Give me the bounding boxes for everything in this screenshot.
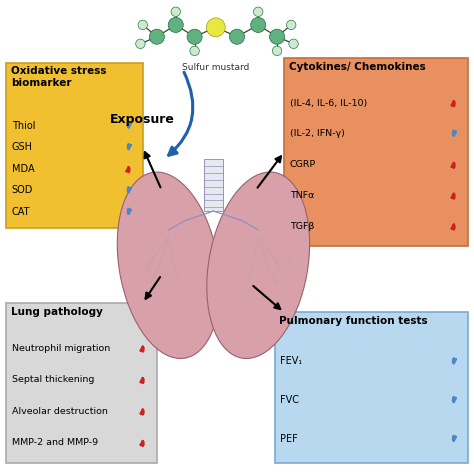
Circle shape [171, 7, 181, 17]
Text: Septal thickening: Septal thickening [12, 375, 94, 384]
Circle shape [254, 7, 263, 17]
Circle shape [136, 39, 145, 48]
Text: Cytokines/ Chemokines: Cytokines/ Chemokines [289, 62, 426, 72]
Text: Alveolar destruction: Alveolar destruction [12, 407, 108, 416]
FancyBboxPatch shape [284, 58, 468, 246]
Circle shape [270, 29, 284, 44]
Text: Pulmonary function tests: Pulmonary function tests [279, 316, 428, 326]
Text: CAT: CAT [12, 207, 30, 217]
Text: Oxidative stress
biomarker: Oxidative stress biomarker [11, 66, 106, 88]
Circle shape [229, 29, 245, 44]
Text: Thiol: Thiol [12, 121, 35, 131]
Circle shape [190, 46, 199, 55]
Text: PEF: PEF [280, 434, 298, 444]
Text: Lung pathology: Lung pathology [11, 307, 103, 317]
Text: TNFα: TNFα [290, 191, 314, 200]
Circle shape [286, 20, 296, 30]
Text: (IL-2, IFN-γ): (IL-2, IFN-γ) [290, 129, 345, 138]
FancyBboxPatch shape [275, 312, 468, 463]
Text: FEV₁: FEV₁ [280, 356, 302, 366]
Text: Neutrophil migration: Neutrophil migration [12, 344, 110, 353]
Text: MDA: MDA [12, 164, 35, 174]
Circle shape [206, 18, 225, 36]
Text: GSH: GSH [12, 142, 33, 152]
Circle shape [168, 18, 183, 33]
Text: CGRP: CGRP [290, 160, 316, 169]
Text: MMP-2 and MMP-9: MMP-2 and MMP-9 [12, 438, 98, 447]
Circle shape [138, 20, 147, 30]
Text: Exposure: Exposure [110, 113, 175, 126]
Text: SOD: SOD [12, 185, 33, 195]
FancyBboxPatch shape [6, 63, 143, 228]
Circle shape [149, 29, 164, 44]
Text: Sulfur mustard: Sulfur mustard [182, 63, 249, 72]
Circle shape [289, 39, 298, 48]
Text: TGFβ: TGFβ [290, 222, 314, 231]
Text: (IL-4, IL-6, IL-10): (IL-4, IL-6, IL-10) [290, 99, 367, 108]
Bar [204, 159, 223, 211]
Circle shape [251, 18, 266, 33]
Circle shape [187, 29, 202, 44]
Circle shape [273, 46, 282, 55]
Ellipse shape [117, 172, 220, 358]
Ellipse shape [207, 172, 310, 358]
FancyBboxPatch shape [6, 303, 157, 463]
Text: FVC: FVC [280, 395, 300, 405]
